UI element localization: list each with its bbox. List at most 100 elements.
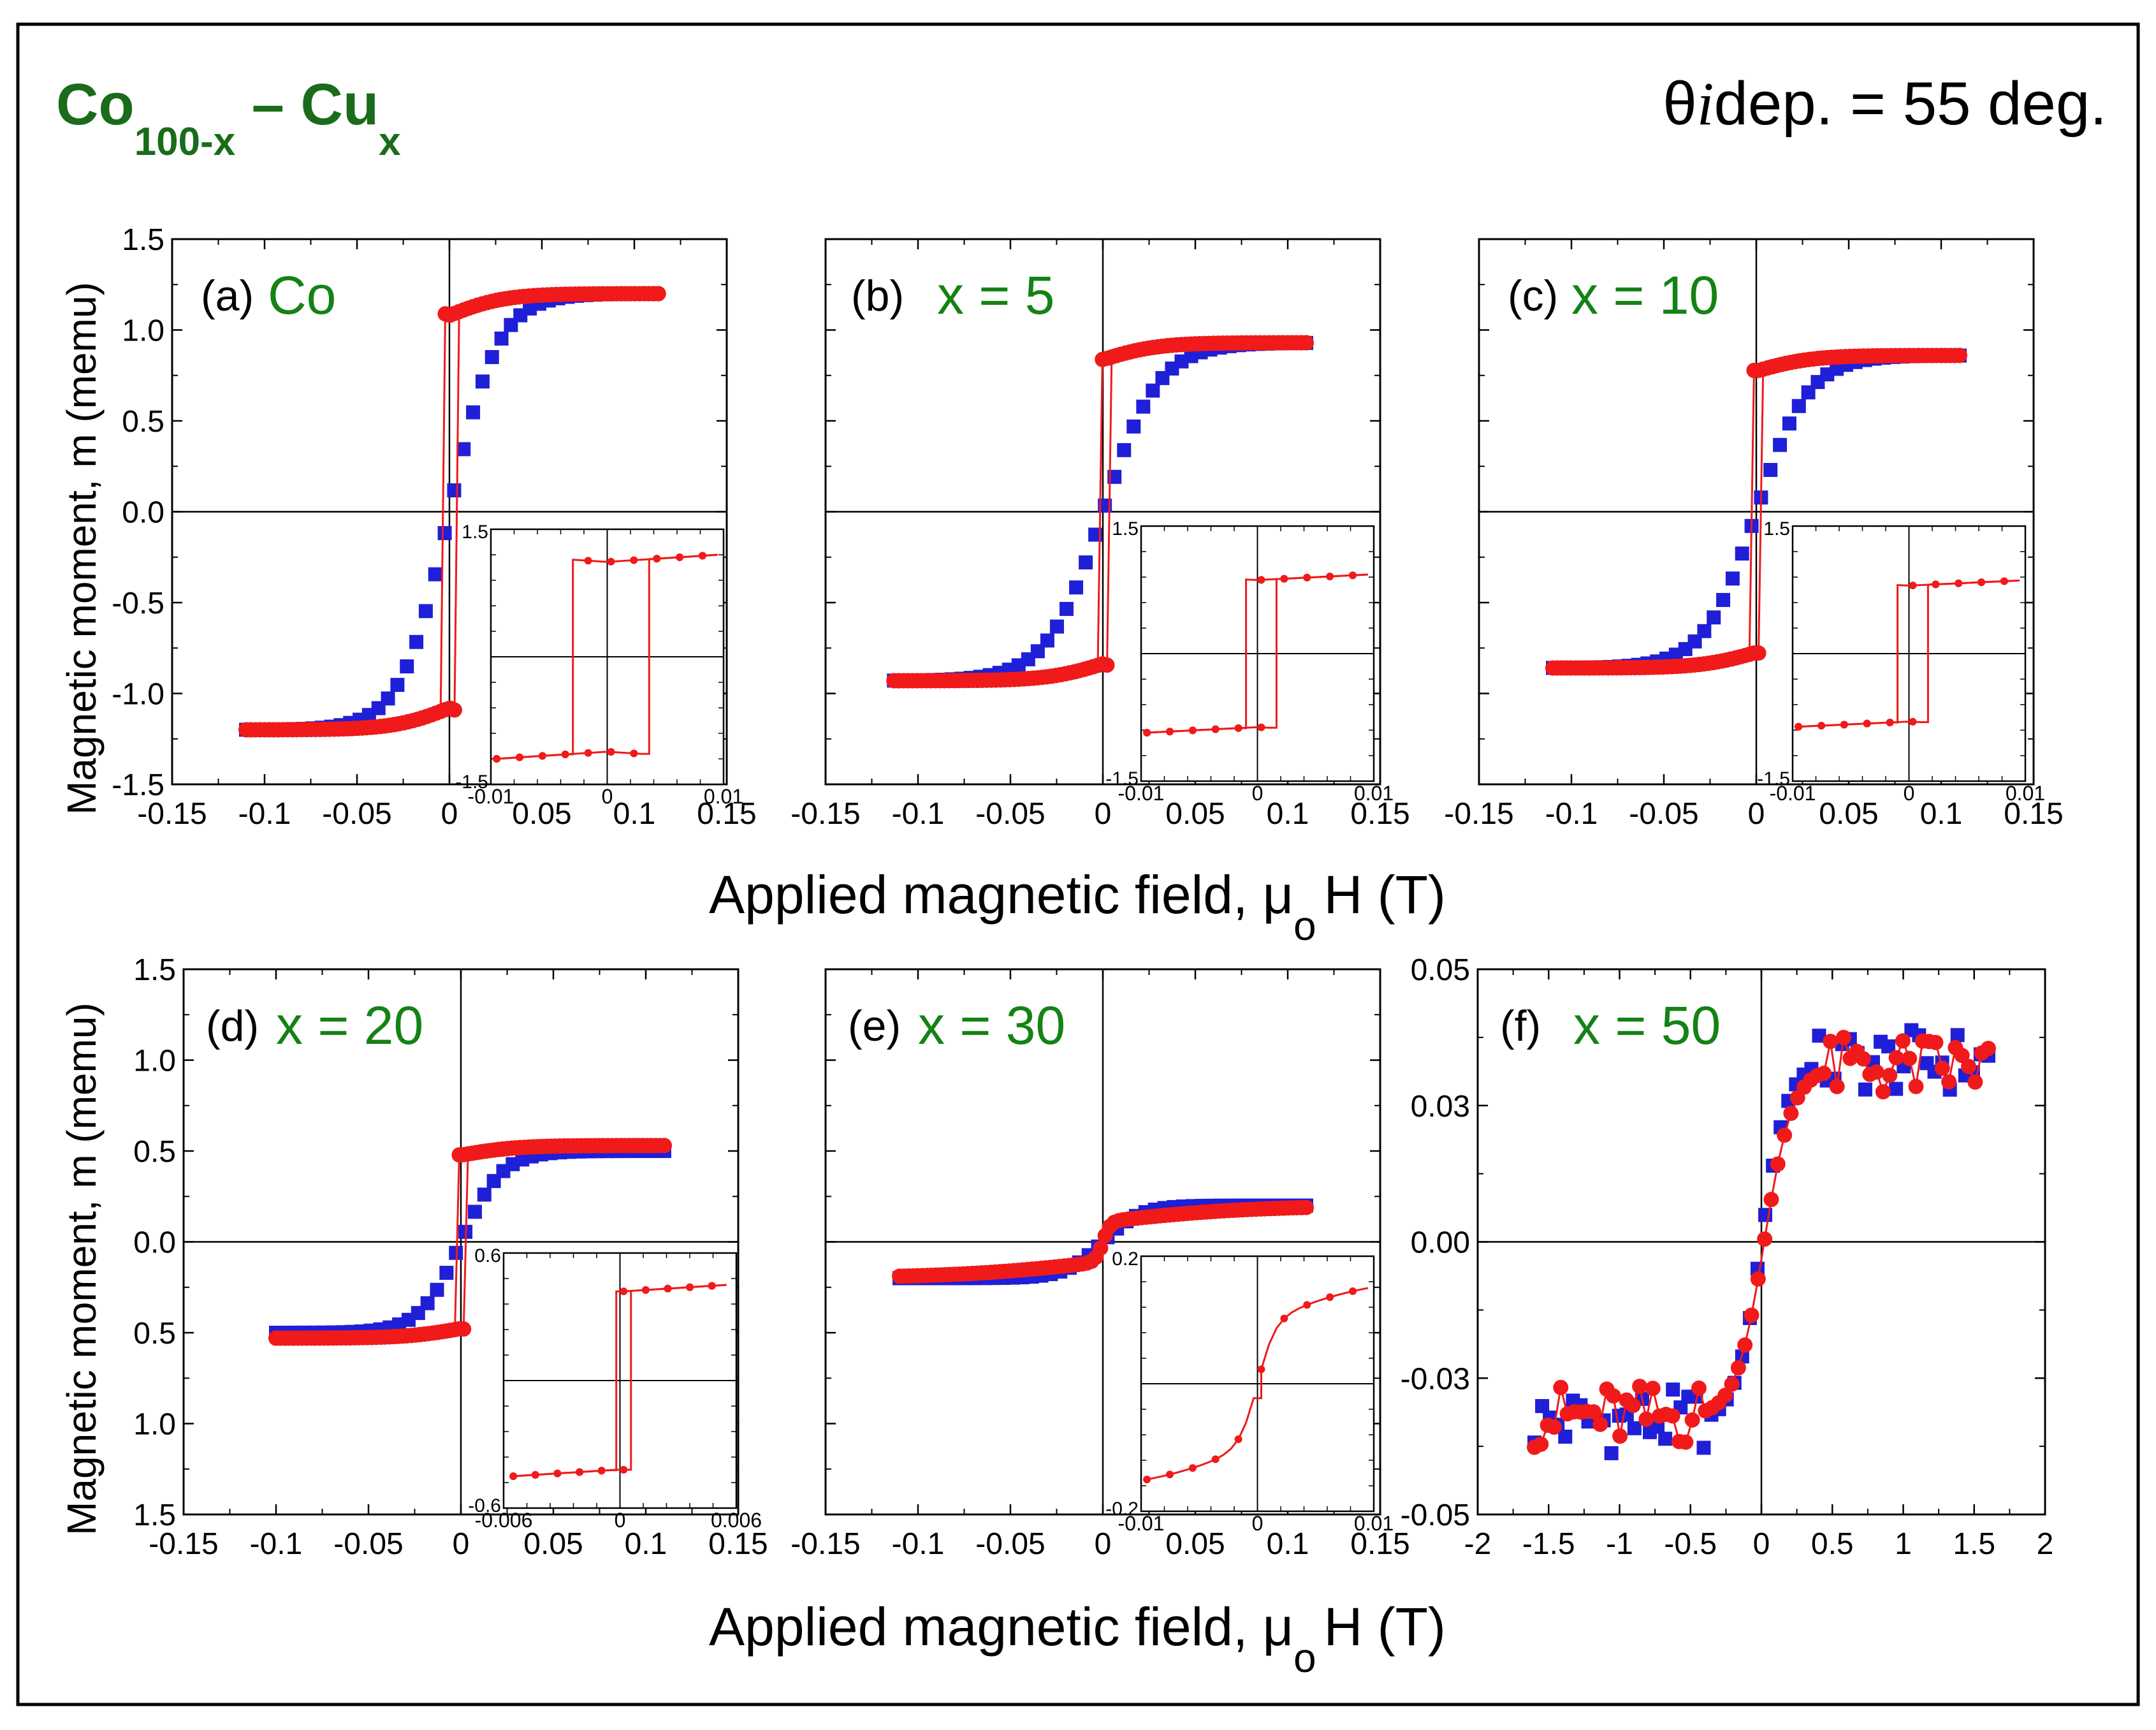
data-point-blue [1069, 580, 1084, 595]
inset-x-tick-label: -0.01 [1118, 1512, 1165, 1535]
inset-data-point [493, 755, 501, 763]
data-point-red [1592, 1416, 1608, 1432]
data-point-red [1928, 1034, 1944, 1050]
inset-data-point [1795, 722, 1803, 731]
y-tick-label: 1.0 [133, 1045, 176, 1078]
y-tick-label: 1.5 [133, 953, 176, 987]
inset-y-tick-label: -0.6 [468, 1495, 501, 1516]
x-axis-label-bottom: Applied magnetic field, μoH (T) [709, 1597, 1446, 1681]
data-point-blue [439, 1266, 454, 1280]
panel-e: -0.15 -0.1 -0.05 0 0.05 0.1 0.15 -0.01 0 0.01 -0.2… [790, 968, 1410, 1561]
inset-data-point [653, 555, 661, 563]
data-point-blue [1107, 469, 1122, 484]
inset-data-point [708, 1282, 716, 1290]
inset-data-point [1188, 726, 1197, 735]
x-tick-label: 0.5 [1811, 1527, 1854, 1561]
x-tick-label: -0.5 [1664, 1527, 1717, 1561]
data-point-blue [1098, 498, 1112, 513]
data-point-red [1952, 348, 1967, 363]
data-point-blue [467, 1205, 482, 1219]
data-point-blue [1558, 1430, 1573, 1444]
data-point-blue [1697, 624, 1712, 638]
data-point-red [1895, 1033, 1911, 1049]
x-tick-label: 0.1 [1267, 1527, 1309, 1561]
data-point-red [657, 1138, 672, 1154]
data-point-red [1093, 1240, 1109, 1256]
inset-data-point [1143, 1476, 1151, 1484]
x-tick-label: 1 [1895, 1527, 1912, 1561]
data-point-red [1902, 1050, 1918, 1066]
inset-data-point [1165, 1470, 1174, 1479]
y-tick-label: 0.05 [1411, 953, 1470, 987]
x-tick-label: -0.1 [892, 797, 945, 831]
x-tick-label: -0.1 [250, 1527, 303, 1561]
inset-data-point [676, 553, 684, 561]
x-tick-label: 0.1 [625, 1527, 667, 1561]
x-tick-label: -0.05 [975, 1527, 1045, 1561]
inset-data-point [584, 749, 592, 757]
data-point-red [1763, 1192, 1779, 1208]
inset-data-point [1886, 719, 1894, 727]
data-point-blue [1627, 1421, 1642, 1435]
inset-data-point [630, 556, 638, 564]
data-point-red [1664, 1408, 1680, 1424]
x-tick-label: -0.1 [892, 1527, 945, 1561]
data-point-red [1868, 1064, 1884, 1080]
inset-data-point [1188, 1464, 1197, 1472]
data-point-blue [1040, 633, 1054, 648]
x-tick-label: -0.05 [975, 797, 1045, 831]
inset-data-point [1326, 1293, 1334, 1301]
data-point-red [1770, 1156, 1786, 1172]
inset-x-tick-label: -0.01 [1118, 782, 1165, 805]
data-point-red [1737, 1337, 1753, 1353]
data-point-blue [1791, 399, 1806, 413]
data-point-blue [390, 678, 405, 693]
y-tick-label: 0.03 [1411, 1090, 1470, 1124]
x-tick-label: 0 [453, 1527, 470, 1561]
data-markers [1545, 348, 1967, 676]
data-point-blue [466, 405, 481, 420]
inset-x-tick-label: 0 [602, 785, 613, 808]
data-point-blue [1735, 546, 1749, 561]
inset-y-tick-label: 0.2 [1112, 1249, 1139, 1270]
y-tick-label: 1.0 [133, 1408, 176, 1442]
data-point-blue [1696, 1440, 1711, 1455]
x-tick-label: 0 [1095, 1527, 1112, 1561]
inset-x-tick-label: -0.01 [468, 785, 514, 808]
data-point-red [447, 1322, 463, 1338]
inset-x-tick-label: 0.01 [1354, 782, 1394, 805]
inset-y-tick-label: 0.6 [474, 1245, 501, 1266]
inset-data-point [607, 748, 615, 756]
inset-y-tick-label: -0.2 [1105, 1499, 1139, 1520]
inset-data-point [1211, 1455, 1220, 1463]
x-tick-label: 0 [1095, 797, 1112, 831]
data-point-blue [418, 604, 433, 619]
data-point-red [1299, 335, 1314, 351]
x-tick-label: 0.05 [1819, 797, 1878, 831]
panel-d: -0.15 -0.1 -0.05 0 0.05 0.1 0.15 1.5 1.0 0.5 0.0 0.… [133, 953, 768, 1561]
inset-x-tick-label: 0 [1904, 782, 1915, 805]
data-point-red [1691, 1380, 1707, 1396]
panel-c: -0.15 -0.1 -0.05 0 0.05 0.1 0.15-0.01 0 0.01-1.5… [1444, 238, 2064, 831]
x-tick-label: 0.1 [1920, 797, 1963, 831]
inset-data-point [1143, 729, 1151, 737]
data-point-blue [428, 567, 442, 582]
inset-data-point [1234, 724, 1242, 732]
data-point-blue [1725, 571, 1740, 586]
inset-y-tick-label: -1.5 [1757, 768, 1790, 789]
data-point-blue [381, 691, 395, 706]
inset-data-point [561, 751, 569, 759]
data-point-red [650, 286, 666, 302]
data-point-blue [1126, 419, 1141, 434]
inset-data-point [1280, 575, 1288, 583]
x-tick-label: 1.5 [1953, 1527, 1995, 1561]
data-point-blue [437, 526, 452, 541]
data-point-red [1605, 1388, 1621, 1404]
inset-c: -0.01 0 0.01 -1.5 1.5 [1757, 518, 2045, 805]
data-point-blue [1716, 592, 1731, 607]
inset-data-point [607, 557, 615, 566]
panel-label: (b) [851, 272, 904, 320]
inset-data-point [1840, 721, 1848, 729]
inset-a: -0.01 0 0.01 -1.5 1.5 [455, 522, 743, 808]
inset-data-point [1909, 582, 1917, 590]
